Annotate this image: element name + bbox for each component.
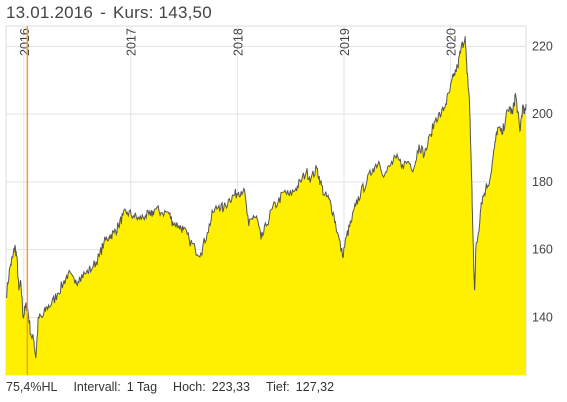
y-tick-label: 180 [532, 175, 553, 189]
high-value: 223,33 [211, 380, 250, 394]
x-tick-layer: 2016 2017 2018 2019 2020 [18, 28, 459, 56]
x-tick-label: 2020 [445, 28, 459, 56]
y-tick-label: 140 [532, 310, 553, 324]
interval-label: Intervall: [73, 380, 121, 394]
y-tick-label: 220 [532, 39, 553, 53]
high-label: Hoch: [173, 380, 206, 394]
chart-footer: 75,4%HL Intervall: 1 Tag Hoch: 223,33 Ti… [6, 378, 334, 396]
header-separator: - [100, 3, 106, 22]
y-tick-layer: 140 160 180 200 220 [532, 39, 553, 324]
kurs-label: Kurs: [112, 3, 154, 22]
x-tick-label: 2019 [338, 28, 352, 56]
y-tick-label: 200 [532, 107, 553, 121]
price-area-fill [6, 36, 526, 375]
x-tick-label: 2016 [18, 28, 32, 56]
cursor-date: 13.01.2016 [6, 3, 94, 22]
hl-percent: 75,4%HL [6, 380, 58, 394]
kurs-value: 143,50 [158, 3, 212, 22]
chart-header: 13.01.2016 - Kurs: 143,50 [6, 2, 212, 24]
low-value: 127,32 [295, 380, 335, 394]
interval-value[interactable]: 1 Tag [126, 380, 158, 394]
price-line [5, 36, 527, 359]
low-label: Tief: [265, 380, 290, 394]
x-tick-label: 2018 [231, 28, 245, 56]
area-layer [5, 36, 527, 375]
x-tick-label: 2017 [125, 28, 139, 56]
y-tick-label: 160 [532, 243, 553, 257]
